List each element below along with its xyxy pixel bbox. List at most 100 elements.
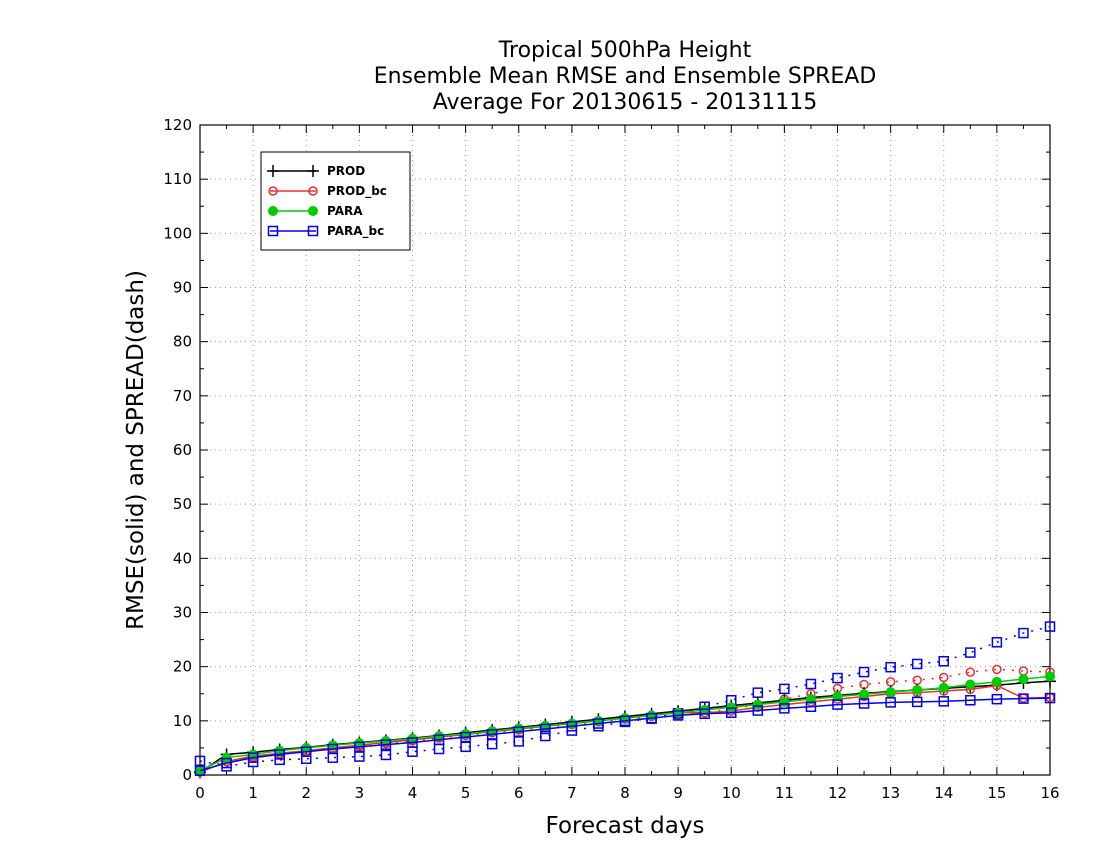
data-point-para_bc-rmse — [221, 757, 232, 769]
y-tick-label: 30 — [173, 604, 192, 622]
data-point-para-rmse — [1018, 674, 1029, 685]
data-point-para_bc-rmse — [726, 707, 737, 718]
data-point-para_bc-rmse — [407, 737, 418, 748]
data-point-para_bc-rmse — [566, 721, 578, 732]
y-axis-title: RMSE(solid) and SPREAD(dash) — [123, 270, 149, 630]
legend-label: PROD — [327, 164, 365, 178]
data-point-para_bc-rmse — [593, 718, 604, 729]
data-point-prod_bc-spread — [965, 667, 976, 677]
data-point-para-rmse — [991, 676, 1002, 687]
data-point-para_bc-rmse — [805, 701, 817, 712]
x-tick-label: 9 — [673, 784, 683, 802]
data-point-para-rmse — [885, 687, 896, 698]
data-point-para_bc-spread — [540, 730, 551, 742]
data-point-para_bc-rmse — [699, 708, 710, 720]
data-point-para_bc-spread — [805, 678, 817, 690]
x-tick-label: 16 — [1040, 784, 1059, 802]
data-point-para_bc-rmse — [1018, 693, 1029, 704]
data-point-para-rmse — [938, 682, 949, 693]
data-point-prod_bc-spread — [1018, 666, 1029, 676]
y-tick-label: 70 — [173, 387, 192, 405]
data-point-para-rmse — [779, 696, 790, 707]
x-tick-label: 13 — [881, 784, 900, 802]
data-point-para_bc-spread — [991, 637, 1003, 648]
data-point-para_bc-rmse — [938, 696, 949, 707]
data-point-para_bc-spread — [885, 661, 896, 673]
x-tick-label: 4 — [408, 784, 418, 802]
legend-entry-prod_bc: PROD_bc — [268, 184, 387, 199]
data-point-para-rmse — [726, 702, 737, 713]
data-point-para_bc-rmse — [965, 695, 976, 706]
chart-title: Tropical 500hPa Height Ensemble Mean RMS… — [374, 38, 877, 115]
data-point-para_bc-rmse — [301, 746, 312, 757]
series-para_bc-rmse — [194, 692, 1056, 776]
data-point-para_bc-spread — [380, 749, 392, 761]
data-point-para_bc-rmse — [194, 765, 206, 776]
data-point-para_bc-rmse — [911, 696, 923, 708]
legend-marker-right — [308, 206, 318, 216]
data-point-para_bc-spread — [1044, 621, 1056, 632]
data-point-para_bc-spread — [911, 658, 923, 670]
series-line-para_bc-rmse — [199, 697, 1051, 772]
data-point-para_bc-spread — [513, 736, 524, 747]
data-point-para_bc-spread — [938, 656, 949, 667]
data-point-para-rmse — [912, 684, 923, 695]
data-point-para_bc-rmse — [858, 698, 870, 709]
y-tick-label: 20 — [173, 658, 192, 676]
x-tick-label: 8 — [620, 784, 630, 802]
x-tick-label: 7 — [567, 784, 577, 802]
series-line-prod_bc-rmse — [199, 684, 1051, 773]
data-point-para_bc-rmse — [460, 731, 471, 743]
data-point-para_bc-rmse — [672, 710, 684, 721]
y-tick-label: 110 — [163, 170, 192, 188]
y-tick-label: 50 — [173, 495, 192, 513]
data-point-para_bc-rmse — [380, 739, 392, 750]
data-point-para_bc-rmse — [274, 749, 285, 760]
x-tick-label: 15 — [987, 784, 1006, 802]
y-tick-label: 80 — [173, 333, 192, 351]
data-point-para-rmse — [859, 689, 870, 700]
data-point-para_bc-rmse — [991, 693, 1003, 705]
y-tick-label: 40 — [173, 549, 192, 567]
legend-entry-para_bc: PARA_bc — [267, 224, 384, 239]
data-point-para_bc-rmse — [513, 726, 524, 737]
legend-marker-left — [268, 206, 278, 216]
data-point-para_bc-rmse — [832, 699, 843, 710]
data-point-para_bc-spread — [779, 683, 790, 695]
data-point-para_bc-rmse — [619, 715, 631, 727]
y-tick-label: 60 — [173, 441, 192, 459]
x-tick-label: 10 — [722, 784, 741, 802]
data-point-para_bc-rmse — [779, 703, 790, 714]
data-point-para_bc-rmse — [885, 697, 896, 708]
data-point-para_bc-spread — [486, 738, 498, 750]
series-layer — [194, 621, 1056, 779]
x-tick-label: 12 — [828, 784, 847, 802]
legend-marker-left — [267, 225, 279, 237]
data-point-para-rmse — [805, 694, 816, 705]
y-tick-label: 120 — [163, 116, 192, 134]
chart-title-line-3: Average For 20130615 - 20131115 — [433, 90, 818, 115]
data-point-para-rmse — [832, 691, 843, 702]
legend-label: PROD_bc — [327, 184, 387, 199]
data-point-para_bc-rmse — [1044, 692, 1056, 704]
legend-label: PARA — [327, 204, 363, 218]
x-tick-label: 2 — [301, 784, 311, 802]
y-tick-label: 10 — [173, 712, 192, 730]
legend-box — [260, 151, 411, 251]
x-tick-label: 6 — [514, 784, 524, 802]
data-point-prod_bc-spread — [992, 664, 1002, 675]
data-point-para-rmse — [965, 679, 976, 690]
y-tick-label: 100 — [163, 224, 192, 242]
legend-marker-right — [307, 225, 319, 237]
chart-title-line-2: Ensemble Mean RMSE and Ensemble SPREAD — [374, 64, 877, 89]
data-point-para-rmse — [221, 752, 232, 763]
data-point-para_bc-rmse — [354, 741, 365, 753]
legend-entry-prod: PROD — [267, 164, 365, 178]
data-point-para_bc-spread — [965, 647, 976, 658]
data-point-para_bc-rmse — [247, 752, 259, 763]
legend-marker-left — [268, 186, 278, 196]
x-tick-label: 11 — [775, 784, 794, 802]
x-tick-label: 0 — [195, 784, 205, 802]
